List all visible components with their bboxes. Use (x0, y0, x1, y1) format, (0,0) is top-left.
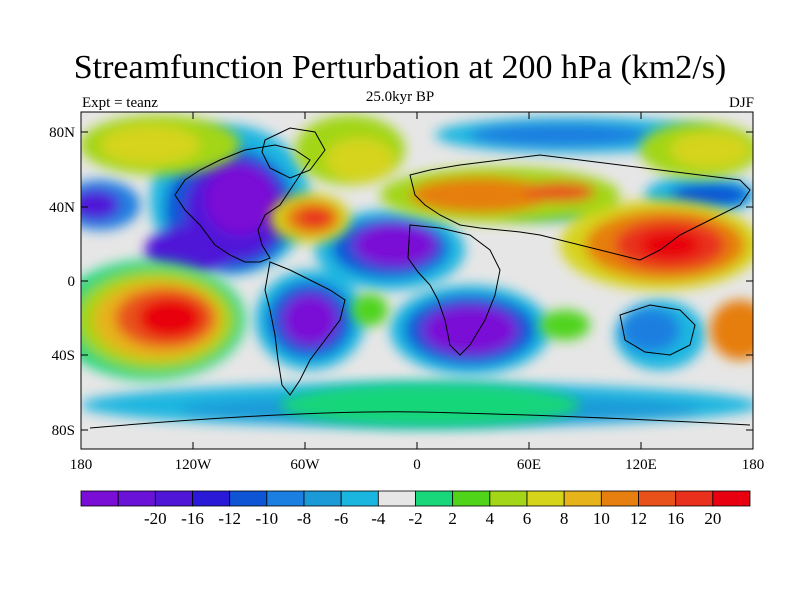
colorbar-label: 4 (486, 509, 495, 528)
colorbar-swatch (452, 490, 491, 507)
colorbar-swatch (638, 490, 677, 507)
colorbar-label: -20 (144, 509, 167, 528)
colorbar-swatch (266, 490, 305, 507)
colorbar-label: -16 (181, 509, 204, 528)
lat-label: 40N (49, 200, 75, 216)
lon-label: 180 (70, 457, 93, 473)
lat-label: 80N (49, 125, 75, 141)
colorbar-swatch (712, 490, 751, 507)
colorbar-swatch (489, 490, 528, 507)
colorbar-label: 20 (704, 509, 721, 528)
lon-label: 120E (625, 457, 657, 473)
coastlines (89, 127, 751, 429)
colorbar-label: -6 (334, 509, 348, 528)
colorbar: -20 -16 -12 -10 -8 -6 -4 -2 2 4 6 8 10 12 16 20 (80, 490, 751, 528)
colorbar-swatch (80, 490, 119, 507)
colorbar-label: 16 (667, 509, 684, 528)
experiment-label: Expt = teanz (82, 95, 158, 111)
contour-field (81, 112, 753, 449)
colorbar-swatch (415, 490, 454, 507)
colorbar-swatch (526, 490, 565, 507)
colorbar-label: 6 (523, 509, 532, 528)
lon-label: 60E (517, 457, 541, 473)
map-title: Streamfunction Perturbation at 200 hPa (… (73, 49, 727, 86)
colorbar-label: -8 (297, 509, 311, 528)
colorbar-label: -10 (255, 509, 278, 528)
colorbar-swatch (229, 490, 268, 507)
colorbar-label: -4 (371, 509, 386, 528)
colorbar-label: -12 (218, 509, 241, 528)
colorbar-label: 10 (593, 509, 610, 528)
lat-label: 40S (52, 348, 75, 364)
lat-label: 0 (68, 274, 76, 290)
colorbar-swatch (377, 490, 416, 507)
lat-label: 80S (52, 423, 75, 439)
colorbar-label: 8 (560, 509, 569, 528)
colorbar-swatch (675, 490, 714, 507)
latitude-axis: 80N 40N 0 40S 80S (49, 125, 753, 439)
colorbar-swatch (600, 490, 639, 507)
map-subtitle: 25.0kyr BP (365, 89, 435, 105)
colorbar-swatch (563, 490, 602, 507)
lon-label: 0 (413, 457, 421, 473)
longitude-axis: 180 120W 60W 0 60E 120E 180 (70, 112, 765, 473)
colorbar-label: 12 (630, 509, 647, 528)
colorbar-swatch (340, 490, 379, 507)
colorbar-swatch (154, 490, 193, 507)
lon-label: 60W (290, 457, 320, 473)
colorbar-label: 2 (448, 509, 457, 528)
colorbar-swatch (117, 490, 156, 507)
lon-label: 120W (175, 457, 213, 473)
colorbar-label: -2 (408, 509, 422, 528)
colorbar-swatch (303, 490, 342, 507)
lon-label: 180 (742, 457, 765, 473)
colorbar-swatch (192, 490, 231, 507)
season-label: DJF (728, 95, 754, 111)
